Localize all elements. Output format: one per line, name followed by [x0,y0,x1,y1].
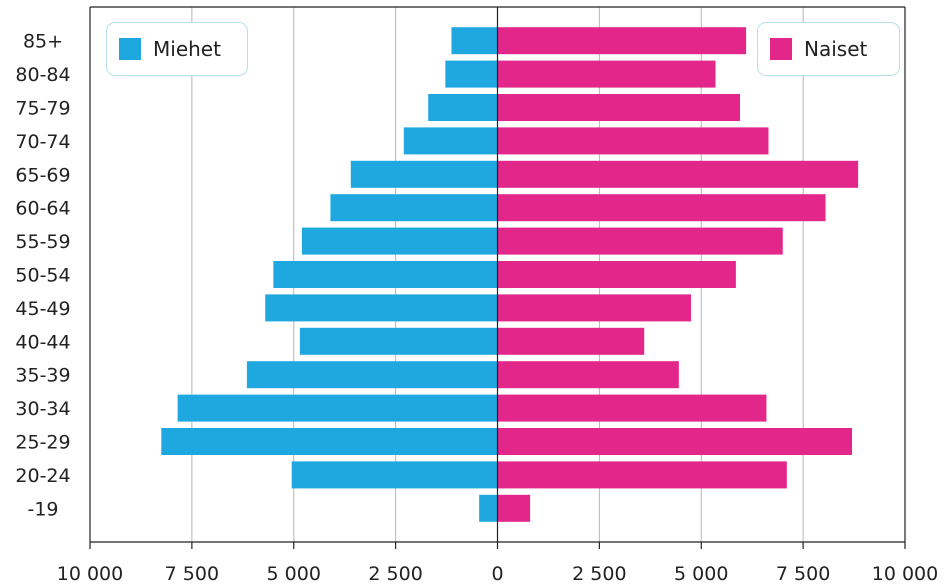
x-tick-label-6: 5 000 [674,563,728,585]
category-label-40-44: 40-44 [15,331,70,353]
bar-miehet-20-24 [291,461,498,489]
legend-women-label: Naiset [804,37,868,61]
bar-miehet--19 [479,494,498,522]
bar-miehet-85+ [451,27,498,55]
category-label-25-29: 25-29 [15,432,70,454]
bar-naiset-20-24 [497,461,787,489]
bar-miehet-70-74 [403,127,498,155]
bar-naiset-70-74 [497,127,769,155]
x-tick-label-5: 2 500 [572,563,626,585]
x-tick-labels: 10 000 7 500 5 000 2 500 0 2 500 5 000 7 500 10 … [57,563,938,585]
bar-naiset-30-34 [497,394,767,422]
legend-men-label: Miehet [153,37,221,61]
bar-naiset-85+ [497,27,747,55]
x-tick-label-7: 7 500 [776,563,830,585]
x-tick-label-0: 10 000 [57,563,123,585]
bar-naiset-25-29 [497,428,853,455]
category-label-30-34: 30-34 [15,398,70,420]
legend-women-swatch [770,38,792,60]
bar-naiset-45-49 [497,294,692,322]
bar-miehet-65-69 [350,160,498,188]
x-tick-label-2: 5 000 [267,563,321,585]
bar-naiset-80-84 [497,60,716,88]
category-label--19: -19 [27,498,58,520]
bar-naiset-35-39 [497,361,679,389]
bar-naiset-65-69 [497,160,859,188]
x-tick-label-1: 7 500 [165,563,219,585]
bar-miehet-35-39 [246,361,498,389]
category-label-85+: 85+ [23,31,63,53]
bar-miehet-25-29 [161,428,498,455]
bar-miehet-60-64 [330,194,498,222]
category-label-80-84: 80-84 [15,64,70,86]
bar-miehet-55-59 [301,227,498,255]
axes [89,6,906,549]
category-label-75-79: 75-79 [15,98,70,120]
legend-women: Naiset [757,22,900,76]
x-tick-label-3: 2 500 [368,563,422,585]
bar-naiset-55-59 [497,227,783,255]
category-label-65-69: 65-69 [15,164,70,186]
legend-men-swatch [119,38,141,60]
bar-miehet-40-44 [299,327,498,355]
bar-miehet-30-34 [177,394,498,422]
bar-miehet-45-49 [265,294,498,322]
x-tick-label-4: 0 [491,563,503,585]
category-label-55-59: 55-59 [15,231,70,253]
bar-naiset-50-54 [497,261,736,288]
bars [161,27,859,522]
category-label-50-54: 50-54 [15,265,70,287]
x-tick-label-8: 10 000 [872,563,938,585]
bar-miehet-50-54 [273,261,498,288]
category-label-70-74: 70-74 [15,131,70,153]
category-label-20-24: 20-24 [15,465,70,487]
category-label-45-49: 45-49 [15,298,70,320]
bar-miehet-75-79 [428,94,498,121]
bar-naiset--19 [497,494,531,522]
bar-naiset-75-79 [497,94,740,121]
category-label-60-64: 60-64 [15,198,70,220]
bar-miehet-80-84 [445,60,498,88]
category-labels: 85+ 80-84 75-79 70-74 65-69 60-64 55-59 50-54 45… [15,31,70,521]
bar-naiset-60-64 [497,194,826,222]
category-label-35-39: 35-39 [15,365,70,387]
bar-naiset-40-44 [497,327,645,355]
legend-men: Miehet [106,22,248,76]
